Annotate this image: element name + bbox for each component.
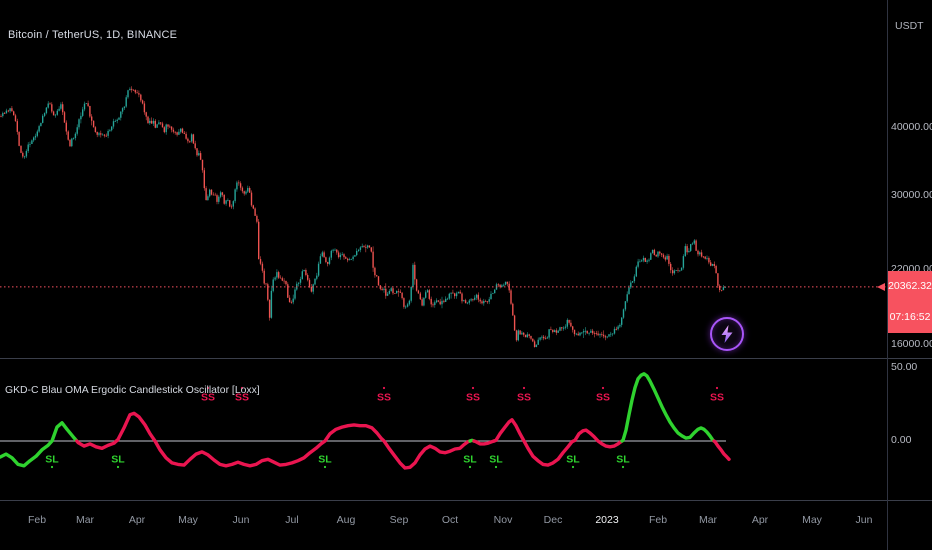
time-axis-separator bbox=[0, 500, 932, 501]
signal-dot bbox=[468, 465, 472, 469]
oscillator-segment bbox=[620, 372, 716, 443]
time-axis-label: Oct bbox=[441, 514, 459, 526]
signal-dot bbox=[601, 386, 605, 390]
signal-dot bbox=[50, 465, 54, 469]
currency-label: USDT bbox=[895, 20, 924, 32]
indicator-title[interactable]: GKD-C Blau OMA Ergodic Candlestick Oscil… bbox=[5, 385, 260, 396]
last-price-value: 20362.32 bbox=[888, 280, 932, 292]
time-axis-label: May bbox=[802, 514, 822, 526]
oscillator-segment bbox=[712, 439, 731, 461]
candle-bodies-down bbox=[0, 88, 723, 347]
sl-signal-label: SL bbox=[489, 454, 503, 466]
time-axis-label: Jun bbox=[232, 514, 250, 526]
signal-dot bbox=[494, 465, 498, 469]
sl-signal-label: SL bbox=[318, 454, 332, 466]
time-axis-label: Sep bbox=[389, 514, 409, 526]
price-axis-separator bbox=[887, 0, 888, 550]
lightning-button[interactable] bbox=[710, 317, 744, 351]
signal-dot bbox=[116, 465, 120, 469]
time-axis-label: May bbox=[178, 514, 198, 526]
time-axis-label: Jun bbox=[855, 514, 873, 526]
sl-signal-label: SL bbox=[45, 454, 59, 466]
time-axis-label: Jul bbox=[285, 514, 299, 526]
price-axis-label: 40000.00 bbox=[891, 121, 932, 133]
time-axis-label: Aug bbox=[336, 514, 356, 526]
bar-countdown: 07:16:52 bbox=[889, 311, 931, 323]
time-axis-label: Feb bbox=[648, 514, 668, 526]
ss-signal-label: SS bbox=[466, 392, 480, 404]
lightning-bolt-icon bbox=[721, 325, 733, 343]
indicator-axis-label: 50.00 bbox=[891, 361, 918, 373]
price-line-arrow-icon bbox=[877, 283, 885, 291]
oscillator-segment bbox=[0, 421, 79, 468]
symbol-title[interactable]: Bitcoin / TetherUS, 1D, BINANCE bbox=[8, 29, 178, 41]
signal-dot bbox=[382, 386, 386, 390]
ss-signal-label: SS bbox=[710, 392, 724, 404]
oscillator-segment bbox=[114, 411, 472, 470]
sl-signal-label: SL bbox=[566, 454, 580, 466]
oscillator-segment bbox=[492, 418, 576, 467]
time-axis-label: Feb bbox=[27, 514, 47, 526]
signal-dot bbox=[323, 465, 327, 469]
candle-wicks-down bbox=[0, 86, 722, 348]
signal-dot bbox=[621, 465, 625, 469]
signal-dot bbox=[522, 386, 526, 390]
time-axis-label: Mar bbox=[75, 514, 95, 526]
ss-signal-label: SS bbox=[201, 392, 215, 404]
ss-signal-label: SS bbox=[517, 392, 531, 404]
pane-separator[interactable] bbox=[0, 358, 932, 359]
time-axis-label: 2023 bbox=[595, 514, 619, 526]
time-axis-label: Nov bbox=[493, 514, 513, 526]
ss-signal-label: SS bbox=[235, 392, 249, 404]
ss-signal-label: SS bbox=[596, 392, 610, 404]
price-axis-label: 16000.00 bbox=[891, 338, 932, 350]
signal-dot bbox=[471, 386, 475, 390]
signal-dot bbox=[571, 465, 575, 469]
candle-bodies-up bbox=[2, 88, 726, 347]
time-axis-label: Dec bbox=[543, 514, 563, 526]
time-axis-label: Mar bbox=[698, 514, 718, 526]
price-axis-label: 30000.00 bbox=[891, 189, 932, 201]
sl-signal-label: SL bbox=[463, 454, 477, 466]
oscillator-segment bbox=[75, 439, 119, 450]
time-axis-label: Apr bbox=[128, 514, 146, 526]
signal-dot bbox=[240, 386, 244, 390]
signal-dot bbox=[206, 386, 210, 390]
ss-signal-label: SS bbox=[377, 392, 391, 404]
oscillator-segment bbox=[472, 439, 496, 446]
sl-signal-label: SL bbox=[111, 454, 125, 466]
signal-dot bbox=[715, 386, 719, 390]
oscillator-segment bbox=[571, 428, 624, 449]
time-axis-label: Apr bbox=[751, 514, 769, 526]
sl-signal-label: SL bbox=[616, 454, 630, 466]
last-price-badge: 20362.32 07:16:52 bbox=[888, 271, 932, 333]
indicator-axis-label: 0.00 bbox=[891, 434, 912, 446]
candle-wicks-up bbox=[2, 87, 726, 348]
